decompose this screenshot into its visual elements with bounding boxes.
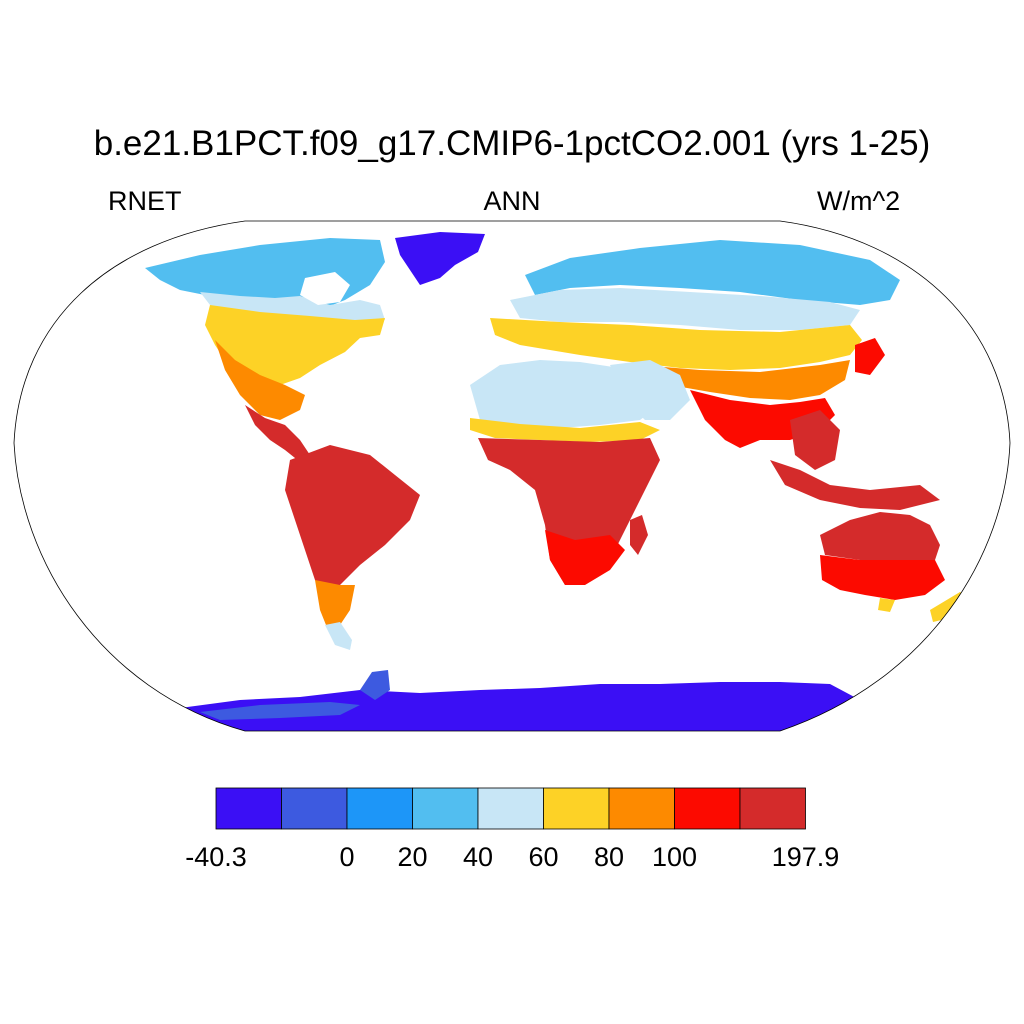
colorbar-tick-label: 80 [593,842,625,872]
variable-label: RNET [108,186,182,216]
colorbar-tick-label: 100 [651,842,698,872]
south-america-south [315,580,355,630]
colorbar-tick-label: 197.9 [771,842,840,872]
eurasia-arctic [525,240,900,305]
antarctica-coast [200,702,360,720]
colorbar-box [608,787,675,830]
north-america-south [215,340,305,420]
indonesia [770,460,940,510]
colorbar-box [674,787,741,830]
madagascar [630,515,648,555]
south-america-tropical [285,445,420,600]
australia-north [820,512,940,560]
units-label: W/m^2 [817,186,901,216]
colorbar-box [346,787,413,830]
globe-outline [13,220,1011,732]
north-america-mid [205,305,385,385]
asia-warm [640,360,850,400]
eurasia-temperate [490,318,862,370]
japan [855,338,885,375]
map-title: b.e21.B1PCT.f09_g17.CMIP6-1pctCO2.001 (y… [93,124,931,163]
colorbar-tick-label: 20 [397,842,428,872]
eurasia-boreal [510,288,860,330]
southeast-asia [790,410,840,470]
sahel [470,418,660,442]
colorbar-box [543,787,610,830]
antarctica [150,682,880,731]
australia-coast [878,598,895,612]
colorbar-tick-label: 0 [339,842,355,872]
middle-east [610,360,690,420]
antarctic-peninsula [360,670,390,700]
australia-south [820,555,945,600]
north-africa [470,360,660,428]
colorbar [215,787,806,830]
colorbar-tick-label: 40 [462,842,494,872]
continents [145,232,972,731]
greenland [395,232,485,285]
central-america [245,405,310,462]
colorbar-box [739,787,806,830]
southern-africa [545,530,625,585]
colorbar-box [281,787,348,830]
season-label: ANN [483,186,541,216]
patagonia [325,622,352,650]
colorbar-tick-label: -40.3 [185,842,247,872]
colorbar-box [477,787,544,830]
hudson-bay [300,272,350,305]
colorbar-box [215,787,282,830]
colorbar-box [412,787,479,830]
colorbar-tick-label: 60 [528,842,559,872]
north-america-subarctic [200,292,385,322]
